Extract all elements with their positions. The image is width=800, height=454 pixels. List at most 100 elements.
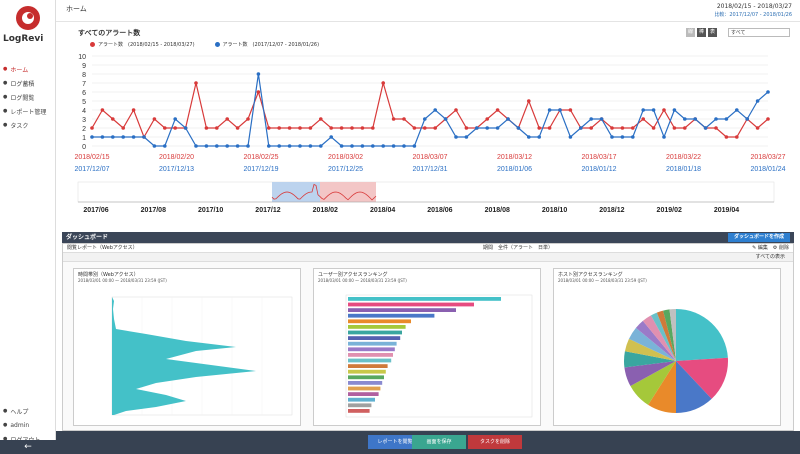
data-point (173, 117, 177, 121)
breadcrumb[interactable]: ホーム (66, 5, 87, 13)
data-point (423, 126, 427, 130)
data-point (267, 144, 271, 148)
data-point (641, 117, 645, 121)
alert-line-chart: 0 1 2 3 4 5 6 7 8 9 10 2018/02/15 2018/02/20 2018/02/… (74, 54, 785, 214)
date-range-picker[interactable]: 2018/02/15 - 2018/03/27 比較：2017/12/07 - … (714, 3, 792, 19)
x-label-primary: 2018/03/27 (750, 154, 785, 161)
hourly-area-chart (111, 296, 293, 416)
data-point (235, 144, 240, 148)
data-point (745, 117, 749, 121)
x-label-primary: 2018/02/20 (159, 154, 194, 161)
card-user-ranking: ユーザー別アクセスランキング 2018/03/01 00:00 ～ 2018/0… (313, 268, 541, 426)
pie-slice (656, 310, 676, 361)
sidebar-item-label: ログ閲覧 (10, 94, 35, 102)
view-report-button[interactable]: レポートを閲覧 (368, 435, 422, 449)
legend-item-compare[interactable]: アラート数 (2017/12/07 - 2018/01/26) (214, 41, 320, 48)
navigator-label: 2019/04 (714, 207, 739, 214)
data-point (111, 135, 115, 139)
line-view-button[interactable]: 線 (686, 28, 695, 37)
data-point (755, 99, 760, 103)
data-point (433, 108, 438, 112)
data-point (329, 135, 334, 139)
sidebar-item-help[interactable]: ● ヘルプ (0, 404, 56, 418)
sidebar-item-home[interactable]: ● ホーム (0, 62, 56, 76)
report-name[interactable]: 閲覧レポート（Webアクセス） (67, 245, 138, 251)
card-hourly: 時間帯別（Webアクセス） 2018/03/01 00:00 ～ 2018/03… (73, 268, 301, 426)
card-title[interactable]: ユーザー別アクセスランキング (318, 272, 388, 278)
navigator-label: 2018/06 (427, 207, 452, 214)
x-label-compare: 2017/12/25 (328, 166, 363, 173)
data-point (402, 144, 406, 148)
save-screen-button[interactable]: 画面を保存 (412, 435, 466, 449)
data-point (131, 108, 136, 112)
data-point (339, 144, 344, 148)
sidebar-item-eye[interactable]: ● ログ閲覧 (0, 90, 56, 104)
x-label-compare: 2017/12/31 (412, 166, 447, 173)
chart-legend: アラート数 (2018/02/15 - 2018/03/27) アラート数 (2… (90, 41, 319, 48)
data-point (194, 144, 198, 148)
table-view-button[interactable]: 表 (708, 28, 717, 37)
filter-select[interactable]: すべての表示 (755, 254, 785, 260)
data-point (90, 135, 94, 139)
pie-slice (676, 361, 712, 413)
data-point (100, 108, 105, 112)
legend-label-primary: アラート数 (2018/02/15 - 2018/03/27) (98, 42, 195, 48)
legend-item-primary[interactable]: アラート数 (2018/02/15 - 2018/03/27) (90, 41, 195, 48)
data-point (589, 126, 593, 130)
bar (348, 409, 370, 413)
collapse-arrow-icon[interactable]: ← (0, 440, 56, 454)
navigator-label: 2018/12 (599, 207, 624, 214)
navigator-label: 2018/08 (485, 207, 510, 214)
card-range: 2018/03/01 00:00 ～ 2018/03/31 23:59 (JST… (318, 278, 407, 283)
sidebar-item-report[interactable]: ● レポート管理 (0, 104, 56, 118)
navigator-series (271, 183, 377, 201)
brand-name: LogRevi (3, 34, 44, 44)
legend-label-compare: アラート数 (2017/12/07 - 2018/01/26) (222, 42, 320, 48)
bar-view-button[interactable]: 棒 (697, 28, 706, 37)
sidebar-item-user[interactable]: ● admin (0, 418, 56, 432)
card-title[interactable]: 時間帯別（Webアクセス） (78, 272, 139, 278)
data-point (631, 135, 635, 139)
delete-task-button[interactable]: タスクを削除 (468, 435, 522, 449)
data-point (308, 126, 313, 130)
x-label-primary: 2018/02/25 (243, 154, 278, 161)
chart-title: すべてのアラート数 (78, 29, 141, 37)
card-title[interactable]: ホスト別アクセスランキング (558, 272, 623, 278)
data-point (568, 108, 573, 112)
data-point (537, 126, 541, 130)
data-point (620, 135, 625, 139)
data-point (735, 135, 739, 139)
x-label-compare: 2017/12/07 (74, 166, 109, 173)
bar (348, 364, 388, 368)
pie-slice (650, 312, 676, 361)
x-label-primary: 2018/03/02 (328, 154, 363, 161)
host-pie-chart (624, 309, 728, 413)
sidebar-item-download[interactable]: ● ログ蓄積 (0, 76, 56, 90)
navigator-label: 2017/10 (198, 207, 223, 214)
side-nav: ● ホーム ● ログ蓄積 ● ログ閲覧 ● レポート管理 ● タスク (0, 62, 56, 132)
series-select[interactable]: すべて (728, 28, 790, 37)
create-dashboard-button[interactable]: ダッシュボードを作成 (727, 233, 790, 242)
sidebar-item-task[interactable]: ● タスク (0, 118, 56, 132)
data-point (287, 126, 292, 130)
report-actions[interactable]: ✎ 編集 ⚙ 削除 (752, 245, 789, 251)
data-point (485, 126, 490, 130)
data-point (298, 126, 302, 130)
filter-bar: すべての表示 (63, 253, 793, 262)
card-range: 2018/03/01 00:00 ～ 2018/03/31 23:59 (JST… (558, 278, 647, 283)
data-point (568, 135, 573, 139)
pie-slice (669, 309, 676, 361)
data-point (225, 117, 229, 121)
sidebar-item-label: ヘルプ (10, 408, 29, 416)
sidebar-item-label: ホーム (10, 66, 29, 74)
data-point (350, 144, 354, 148)
data-point (90, 126, 94, 130)
sidebar-item-label: レポート管理 (10, 108, 47, 116)
data-point (693, 117, 697, 121)
user-icon: ● (3, 422, 8, 428)
navigator-label: 2018/10 (542, 207, 567, 214)
pie-slice (635, 320, 676, 361)
bar (348, 347, 395, 352)
data-point (589, 117, 593, 121)
data-point (256, 90, 261, 94)
